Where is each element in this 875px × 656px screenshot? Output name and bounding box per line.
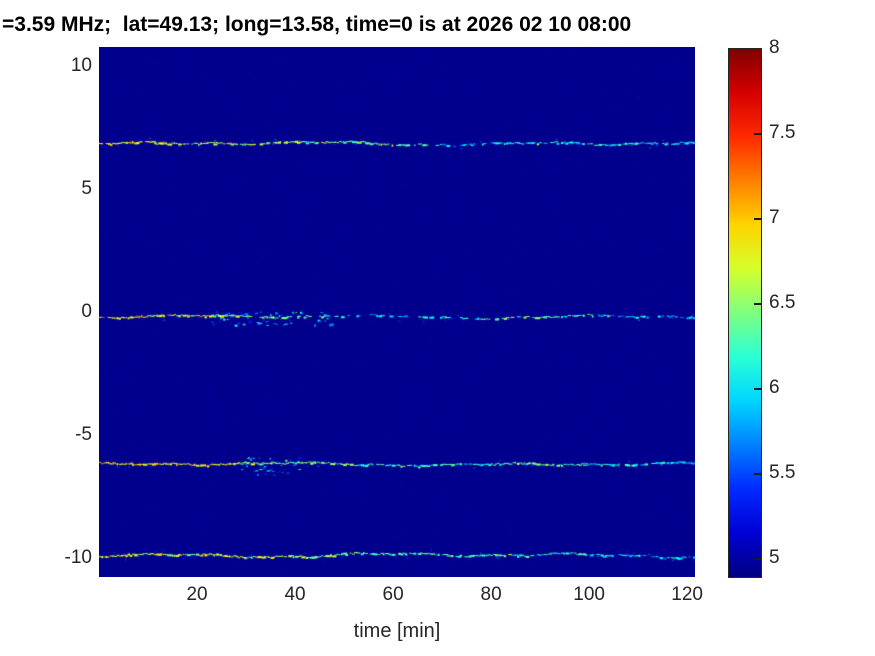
x-axis-label: time [min] (353, 620, 441, 642)
y-tick-label: 0 (81, 301, 92, 322)
x-tick-label: 120 (671, 584, 703, 605)
x-tick-label: 60 (382, 584, 404, 605)
x-tick-label: 80 (480, 584, 502, 605)
colorbar (728, 48, 762, 578)
colorbar-tick-label: 6 (769, 376, 780, 398)
x-tick-label: 20 (186, 584, 208, 605)
spectrogram-canvas (99, 47, 695, 577)
colorbar-tick-mark (754, 132, 761, 135)
colorbar-tick-label: 7.5 (769, 121, 796, 143)
colorbar-tick-mark (754, 387, 761, 390)
colorbar-tick-label: 6.5 (769, 291, 796, 313)
y-tick-label: -10 (64, 546, 92, 568)
colorbar-tick-label: 5 (769, 546, 780, 568)
y-tick-label: 5 (81, 178, 92, 200)
x-tick-label: 40 (284, 584, 306, 605)
x-tick-label: 100 (573, 584, 605, 605)
colorbar-tick-mark (754, 302, 761, 305)
plot-area (99, 47, 695, 577)
colorbar-tick-label: 5.5 (769, 461, 796, 483)
figure-title: =3.59 MHz; lat=49.13; long=13.58, time=0… (2, 13, 632, 36)
colorbar-tick-mark (754, 217, 761, 220)
colorbar-tick-mark (754, 557, 761, 560)
y-tick-label: -5 (75, 423, 92, 445)
colorbar-tick-mark (754, 472, 761, 475)
y-tick-label: 10 (70, 55, 92, 77)
colorbar-tick-label: 7 (769, 206, 780, 228)
colorbar-tick-label: 8 (769, 37, 780, 58)
